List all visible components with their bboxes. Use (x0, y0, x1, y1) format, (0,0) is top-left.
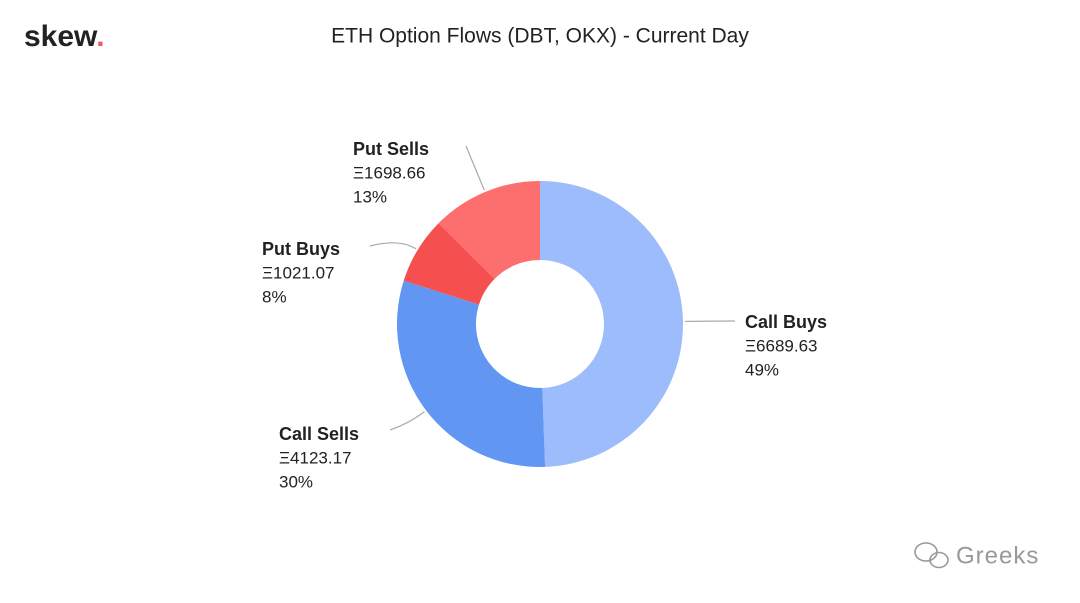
brand-name: skew (24, 20, 98, 53)
slice-label: Put Buys (262, 239, 340, 259)
slice (540, 181, 683, 467)
percent-label: 8% (262, 287, 287, 306)
chart-title: ETH Option Flows (DBT, OKX) - Current Da… (331, 25, 749, 48)
percent-label: 49% (745, 360, 779, 379)
value-label: Ξ6689.63 (745, 336, 818, 355)
slice-label: Call Buys (745, 312, 827, 332)
watermark: Greeks (956, 542, 1039, 569)
leader-line (465, 145, 485, 191)
watermark-icon (914, 542, 949, 569)
value-label: Ξ1021.07 (262, 263, 335, 282)
slice (403, 223, 495, 305)
percent-label: 30% (279, 472, 313, 491)
brand-logo: skew. (24, 20, 105, 53)
value-label: Ξ4123.17 (279, 448, 352, 467)
slice-label: Put Sells (353, 139, 429, 159)
brand-dot: . (96, 20, 104, 53)
slice (438, 181, 540, 279)
leader-line (369, 242, 417, 250)
percent-label: 13% (353, 187, 387, 206)
slice-label: Call Sells (279, 424, 359, 444)
value-label: Ξ1698.66 (353, 163, 426, 182)
leader-line (389, 411, 425, 431)
slice (396, 280, 546, 467)
